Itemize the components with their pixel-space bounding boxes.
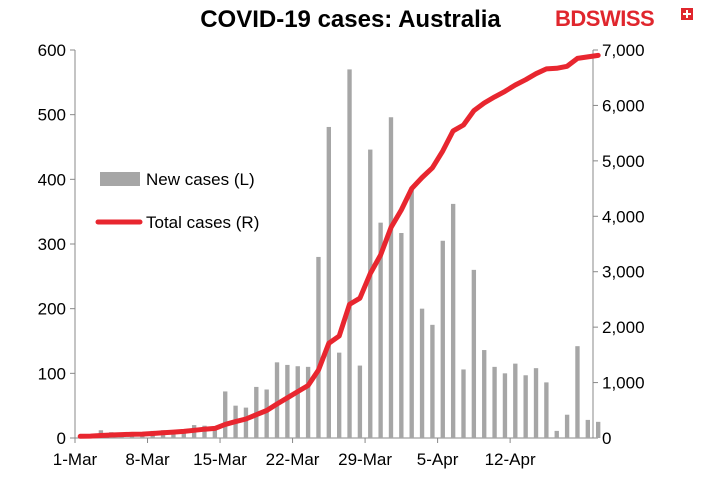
bar (202, 425, 207, 438)
bar (409, 189, 414, 438)
bar (430, 324, 435, 438)
bar (347, 69, 352, 439)
bar (596, 421, 601, 438)
x-tick-label: 1-Mar (53, 450, 98, 469)
bar (368, 149, 373, 438)
bar (285, 364, 290, 438)
right-tick-label: 1,000 (602, 374, 645, 393)
left-tick-label: 300 (38, 235, 66, 254)
legend: New cases (L) Total cases (R) (95, 170, 259, 232)
left-tick-label: 500 (38, 106, 66, 125)
left-tick-label: 200 (38, 300, 66, 319)
bar (399, 233, 404, 438)
bar (316, 256, 321, 438)
bar (554, 430, 559, 438)
bar (326, 126, 331, 438)
right-tick-label: 0 (602, 429, 611, 448)
bar (274, 362, 280, 438)
x-tick-label: 5-Apr (417, 450, 459, 469)
bar (223, 391, 228, 438)
bar (440, 240, 445, 438)
left-tick-label: 400 (38, 170, 66, 189)
bar (564, 414, 570, 438)
bar (502, 373, 508, 438)
bar (419, 308, 425, 438)
bar (482, 350, 487, 438)
x-tick-label: 29-Mar (338, 450, 392, 469)
bar (471, 269, 477, 438)
x-tick-label: 12-Apr (485, 450, 536, 469)
bar (544, 382, 549, 438)
x-tick-label: 15-Mar (193, 450, 247, 469)
left-tick-label: 0 (57, 429, 66, 448)
bar (305, 366, 311, 438)
legend-label-new-cases: New cases (L) (146, 170, 255, 189)
bar (212, 428, 218, 438)
right-tick-label: 3,000 (602, 263, 645, 282)
bar (450, 203, 456, 438)
bar (243, 407, 249, 438)
bar (585, 419, 590, 438)
line-series-group (77, 52, 601, 439)
bar (357, 365, 363, 438)
bar (513, 363, 518, 438)
left-tick-label: 600 (38, 41, 66, 60)
legend-swatch-new-cases (100, 172, 140, 186)
bar-series-group (78, 69, 601, 439)
bar (461, 369, 466, 438)
right-tick-label: 7,000 (602, 41, 645, 60)
right-tick-label: 6,000 (602, 96, 645, 115)
bar (523, 375, 528, 438)
x-tick-label: 22-Mar (266, 450, 320, 469)
bar (295, 366, 300, 438)
x-tick-label: 8-Mar (125, 450, 170, 469)
left-tick-label: 100 (38, 364, 66, 383)
right-tick-label: 4,000 (602, 207, 645, 226)
brand-plus-icon (681, 8, 693, 20)
tick-labels-group: 0 100 200 300 400 500 600 0 1,000 2,000 3,000 4,000… (38, 41, 645, 469)
bar (388, 117, 394, 439)
total-cases-line (77, 52, 601, 439)
brand-logo: BDSWISS (555, 6, 693, 32)
chart-title: COVID-19 cases: Australia (200, 6, 501, 33)
right-tick-label: 5,000 (602, 152, 645, 171)
bar (264, 389, 269, 438)
bar (492, 366, 497, 438)
bar (575, 346, 580, 438)
bar (378, 222, 383, 438)
brand-logo-text: BDSWISS (555, 6, 655, 31)
right-tick-label: 2,000 (602, 318, 645, 337)
legend-label-total-cases: Total cases (R) (146, 213, 259, 232)
bar (533, 368, 539, 438)
axes-group (70, 49, 598, 443)
bar (337, 352, 342, 438)
